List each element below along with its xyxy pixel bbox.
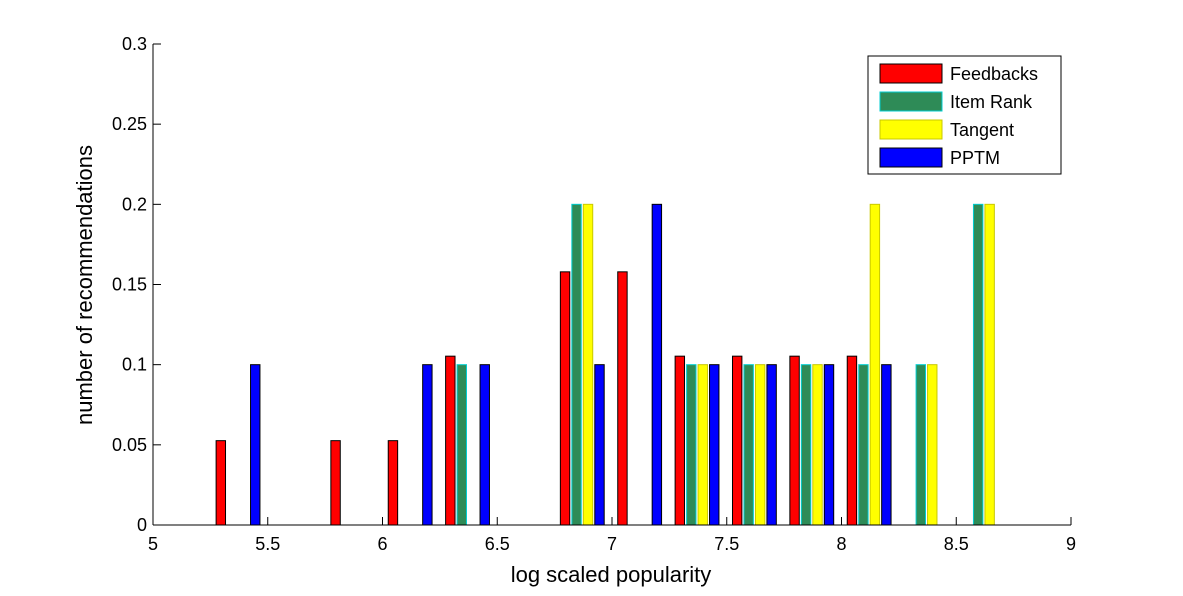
bar-feedbacks-12: [846, 355, 858, 526]
legend-label: Tangent: [950, 120, 1014, 140]
x-tick-label: 8.5: [944, 534, 969, 554]
bar-feedbacks-11: [789, 355, 800, 526]
bar-tangent-11: [812, 364, 823, 526]
legend-swatch: [879, 119, 943, 140]
x-tick-label: 9: [1066, 534, 1076, 554]
legend-label: Item Rank: [950, 92, 1033, 112]
bar-tangent-12: [869, 203, 881, 526]
bar-tangent-9: [697, 364, 708, 526]
y-tick-label: 0.1: [122, 355, 147, 375]
bar-pptm-11: [823, 364, 835, 526]
bar-pptm-10: [766, 364, 777, 526]
bar-feedbacks-9: [674, 355, 686, 526]
bar-pptm-1: [250, 364, 261, 526]
x-axis-title: log scaled popularity: [511, 562, 712, 587]
bar-item-rank-11: [800, 364, 812, 526]
bar-pptm-7: [594, 364, 605, 526]
x-tick-label: 6.5: [485, 534, 510, 554]
legend-label: PPTM: [950, 148, 1000, 168]
bar-item-rank-9: [686, 364, 697, 526]
x-tick-label: 6: [377, 534, 387, 554]
bar-item-rank-14: [972, 203, 984, 526]
bar-item-rank-10: [743, 364, 754, 526]
bar-feedbacks-1: [215, 440, 227, 526]
bar-pptm-8: [651, 203, 663, 526]
bar-item-rank-13: [915, 364, 927, 526]
legend-swatch: [879, 63, 943, 84]
bar-feedbacks-4: [387, 440, 399, 526]
bar-tangent-7: [582, 203, 594, 526]
legend-swatch: [879, 147, 943, 168]
bar-item-rank-5: [456, 364, 467, 526]
bar-feedbacks-5: [445, 355, 456, 526]
x-tick-label: 5.5: [255, 534, 280, 554]
x-tick-label: 7: [607, 534, 617, 554]
bar-pptm-12: [881, 364, 892, 526]
bar-item-rank-12: [858, 364, 869, 526]
x-tick-label: 7.5: [714, 534, 739, 554]
bar-pptm-5: [479, 364, 490, 526]
bar-feedbacks-7: [559, 271, 571, 526]
y-tick-label: 0.15: [112, 275, 147, 295]
y-tick-label: 0: [137, 515, 147, 535]
bar-tangent-10: [754, 364, 766, 526]
bar-feedbacks-3: [330, 440, 341, 526]
legend-swatch: [879, 91, 943, 112]
bar-pptm-9: [709, 364, 720, 526]
y-tick-label: 0.2: [122, 194, 147, 214]
bar-feedbacks-10: [731, 355, 743, 526]
bar-tangent-13: [927, 364, 938, 526]
axes-layer: 5 5.5 6 6.5 7 7.5 8 8.5 9 0 0.05 0.1 0.15 0.2 0.25 0.3: [112, 34, 1076, 554]
bar-item-rank-7: [571, 203, 582, 526]
y-tick-label: 0.05: [112, 435, 147, 455]
bar-feedbacks-8: [617, 271, 628, 526]
bars-layer: [215, 203, 995, 526]
y-axis-title: number of recommendations: [72, 145, 97, 425]
legend-label: Feedbacks: [950, 64, 1038, 84]
y-tick-label: 0.25: [112, 114, 147, 134]
bar-tangent-14: [984, 203, 995, 526]
x-tick-label: 8: [836, 534, 846, 554]
y-tick-label: 0.3: [122, 34, 147, 54]
bar-pptm-4: [422, 364, 433, 526]
x-tick-label: 5: [148, 534, 158, 554]
legend: Feedbacks Item Rank Tangent PPTM: [867, 55, 1062, 175]
